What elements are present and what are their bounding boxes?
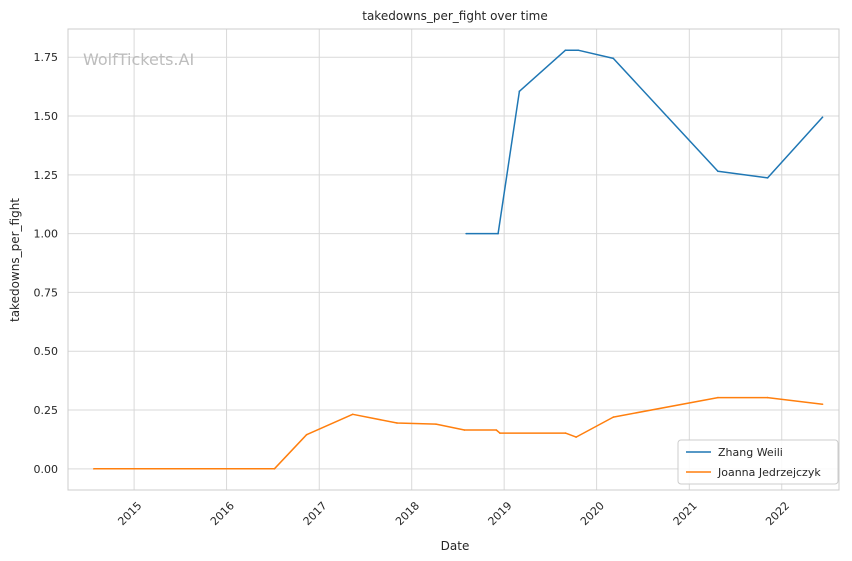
data-point-1-4 — [396, 422, 398, 424]
x-tick-label-6: 2021 — [671, 499, 700, 528]
x-tick-label-0: 2015 — [115, 499, 144, 528]
data-point-1-10 — [575, 436, 577, 438]
data-point-1-6 — [463, 429, 466, 431]
legend-box — [677, 439, 839, 485]
series-lines — [93, 49, 824, 470]
legend: Zhang Weili Joanna Jedrzejczyk — [677, 439, 839, 485]
data-point-0-6 — [717, 170, 719, 173]
y-tick-label-7: 1.75 — [34, 51, 59, 64]
data-point-1-8 — [499, 432, 501, 434]
y-tick-label-1: 0.25 — [34, 404, 59, 417]
x-tick-label-4: 2019 — [486, 499, 515, 528]
y-axis-label: takedowns_per_fight — [8, 198, 22, 322]
x-tick-label-5: 2020 — [578, 499, 607, 528]
x-axis-ticks: 2015 2016 2017 2018 2019 2020 2021 2022 — [115, 499, 792, 528]
y-tick-label-6: 1.50 — [34, 110, 59, 123]
y-tick-label-5: 1.25 — [34, 169, 59, 182]
plot-border — [67, 28, 840, 491]
data-point-0-5 — [612, 57, 615, 60]
x-tick-label-1: 2016 — [208, 499, 237, 528]
data-point-1-12 — [717, 396, 719, 399]
data-point-1-1 — [273, 468, 276, 470]
x-tick-label-7: 2022 — [763, 499, 792, 528]
data-point-1-3 — [351, 413, 354, 416]
y-tick-label-3: 0.75 — [34, 286, 59, 299]
data-point-1-11 — [612, 416, 615, 418]
x-axis-label: Date — [441, 539, 470, 553]
data-point-0-2 — [518, 90, 521, 93]
grid — [68, 29, 839, 490]
watermark-text: WolfTickets.AI — [83, 50, 194, 69]
data-point-1-13 — [766, 396, 769, 399]
x-tick-label-2: 2017 — [301, 499, 330, 528]
data-point-1-14 — [821, 403, 824, 405]
data-point-1-0 — [93, 468, 95, 470]
legend-label-joanna-jedrzejczyk: Joanna Jedrzejczyk — [717, 466, 821, 479]
series-line-0 — [466, 49, 824, 235]
data-point-0-4 — [577, 49, 579, 51]
data-point-0-1 — [497, 232, 499, 235]
data-point-1-9 — [564, 432, 567, 434]
plot-frame — [67, 28, 840, 491]
y-tick-label-0: 0.00 — [34, 463, 59, 476]
data-point-1-7 — [495, 429, 498, 431]
data-point-0-3 — [564, 49, 567, 51]
legend-label-zhang-weili: Zhang Weili — [718, 446, 783, 459]
data-point-0-8 — [821, 116, 824, 119]
data-point-1-5 — [435, 423, 437, 425]
y-axis-ticks: 0.00 0.25 0.50 0.75 1.00 1.25 1.50 1.75 — [34, 51, 59, 476]
x-tick-label-3: 2018 — [393, 499, 422, 528]
chart-title: takedowns_per_fight over time — [362, 9, 548, 23]
y-tick-label-2: 0.50 — [34, 345, 59, 358]
data-point-0-7 — [766, 177, 769, 179]
data-point-1-2 — [305, 433, 308, 436]
data-point-0-0 — [465, 232, 467, 235]
y-tick-label-4: 1.00 — [34, 228, 59, 241]
